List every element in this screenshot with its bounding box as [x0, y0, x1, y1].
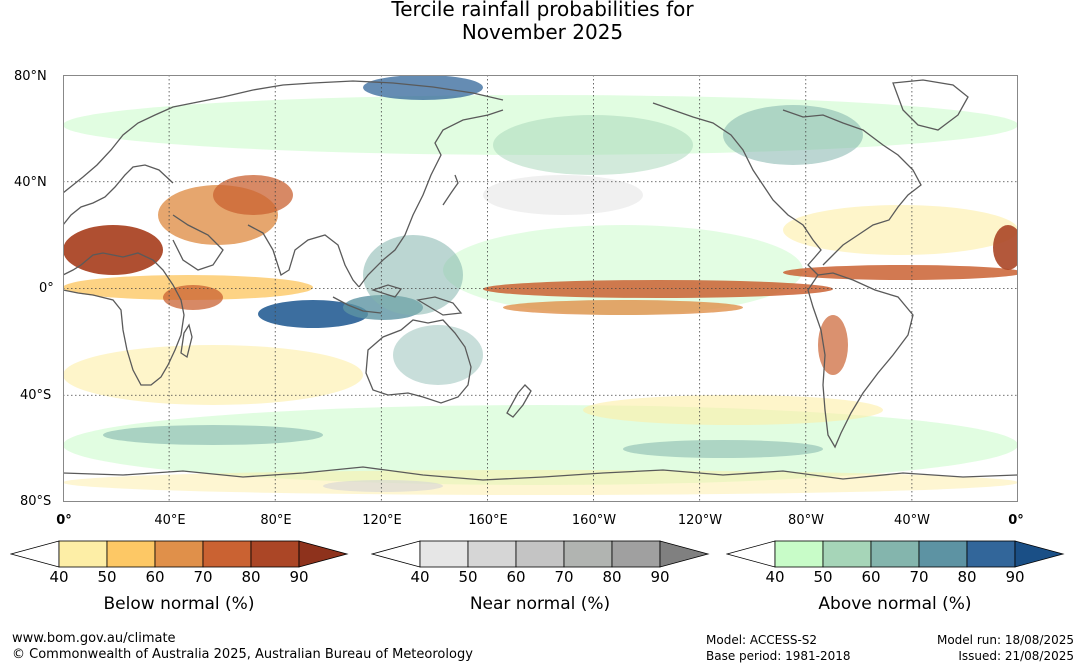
probability-patch	[818, 315, 848, 375]
probability-patch	[63, 405, 1018, 485]
map-canvas	[63, 75, 1018, 502]
colorbar-bin	[966, 540, 1016, 568]
probability-patch	[213, 175, 293, 215]
probability-patch	[583, 395, 883, 425]
colorbar-bin	[774, 540, 824, 568]
probability-patch	[503, 300, 743, 315]
probability-patch	[163, 285, 223, 310]
probability-patch	[783, 265, 1018, 280]
probability-patch	[623, 440, 823, 458]
colorbar-tick-label: 90	[650, 568, 670, 586]
lon-label-80e: 80°E	[260, 513, 292, 528]
base-period: Base period: 1981-2018	[706, 649, 851, 663]
probability-patch	[63, 345, 363, 405]
below-normal-title: Below normal (%)	[103, 594, 255, 614]
lat-label-equator: 0°	[39, 281, 54, 296]
above-normal-colorbar	[726, 540, 1065, 568]
colorbar-tick-label: 60	[861, 568, 881, 586]
colorbar-bin	[467, 540, 517, 568]
map-title-line2: November 2025	[461, 20, 624, 44]
lon-label-0-left: 0°	[56, 513, 72, 528]
probability-patch	[483, 280, 833, 298]
probability-patch	[363, 235, 463, 315]
probability-fields	[63, 75, 1018, 495]
colorbar-high-extension	[659, 540, 710, 568]
probability-patch	[723, 105, 863, 165]
probability-patch	[363, 75, 483, 100]
probability-patch	[783, 205, 1018, 255]
model-run: Model run: 18/08/2025	[936, 633, 1074, 647]
issued-date: Issued: 21/08/2025	[958, 649, 1074, 663]
colorbar-tick-label: 40	[765, 568, 785, 586]
lon-label-120e: 120°E	[362, 513, 402, 528]
coastlines	[63, 79, 1018, 481]
lon-label-160w: 160°W	[571, 513, 617, 528]
colorbar-bin	[918, 540, 968, 568]
colorbar-high-extension	[298, 540, 349, 568]
lat-label-80n: 80°N	[14, 69, 47, 84]
colorbar-bin	[106, 540, 156, 568]
colorbar-tick-label: 60	[506, 568, 526, 586]
probability-patch	[323, 480, 443, 492]
colorbar-bin	[822, 540, 872, 568]
colorbar-tick-label: 90	[1005, 568, 1025, 586]
model-name: Model: ACCESS-S2	[706, 633, 818, 647]
lat-label-80s: 80°S	[20, 494, 52, 509]
lon-label-0-right: 0°	[1008, 513, 1024, 528]
colorbar-tick-label: 70	[554, 568, 574, 586]
lat-label-40n: 40°N	[14, 175, 47, 190]
colorbar-bin	[515, 540, 565, 568]
lon-label-120w: 120°W	[677, 513, 723, 528]
above-normal-title: Above normal (%)	[818, 594, 972, 614]
near-normal-title: Near normal (%)	[469, 594, 611, 614]
map-title-line1: Tercile rainfall probabilities for	[391, 0, 694, 21]
colorbar-bin	[611, 540, 661, 568]
bom-url: www.bom.gov.au/climate	[12, 631, 176, 646]
colorbar-low-extension	[10, 540, 60, 568]
probability-patch	[483, 175, 643, 215]
colorbar-tick-label: 60	[145, 568, 165, 586]
lon-label-80w: 80°W	[788, 513, 824, 528]
colorbar-bin	[563, 540, 613, 568]
probability-patch	[103, 425, 323, 445]
colorbar-tick-label: 90	[289, 568, 309, 586]
lon-label-160e: 160°E	[468, 513, 508, 528]
colorbar-bin	[154, 540, 204, 568]
gridlines	[63, 75, 1018, 502]
colorbar-tick-label: 70	[193, 568, 213, 586]
map-frame	[63, 75, 1018, 502]
colorbar-tick-label: 70	[909, 568, 929, 586]
probability-patch	[63, 470, 1018, 495]
copyright: © Commonwealth of Australia 2025, Austra…	[12, 647, 473, 662]
probability-patch	[493, 115, 693, 175]
below-normal-colorbar	[10, 540, 349, 568]
colorbar-tick-label: 50	[458, 568, 478, 586]
colorbar-bin	[419, 540, 469, 568]
colorbar-tick-label: 50	[97, 568, 117, 586]
rainfall-probability-map	[63, 75, 1018, 502]
colorbar-tick-label: 80	[602, 568, 622, 586]
lon-label-40w: 40°W	[894, 513, 930, 528]
colorbar-bin	[202, 540, 252, 568]
probability-patch	[993, 225, 1018, 270]
colorbar-bin	[870, 540, 920, 568]
colorbar-high-extension	[1014, 540, 1065, 568]
colorbar-tick-label: 80	[957, 568, 977, 586]
lat-label-40s: 40°S	[20, 388, 52, 403]
colorbar-low-extension	[371, 540, 421, 568]
colorbar-tick-label: 50	[813, 568, 833, 586]
probability-patch	[258, 300, 368, 328]
colorbar-tick-label: 40	[49, 568, 69, 586]
colorbar-low-extension	[726, 540, 776, 568]
colorbar-tick-label: 80	[241, 568, 261, 586]
colorbar-bin	[58, 540, 108, 568]
colorbar-bin	[250, 540, 300, 568]
probability-patch	[63, 225, 163, 275]
near-normal-colorbar	[371, 540, 710, 568]
colorbar-tick-label: 40	[410, 568, 430, 586]
lon-label-40e: 40°E	[154, 513, 186, 528]
